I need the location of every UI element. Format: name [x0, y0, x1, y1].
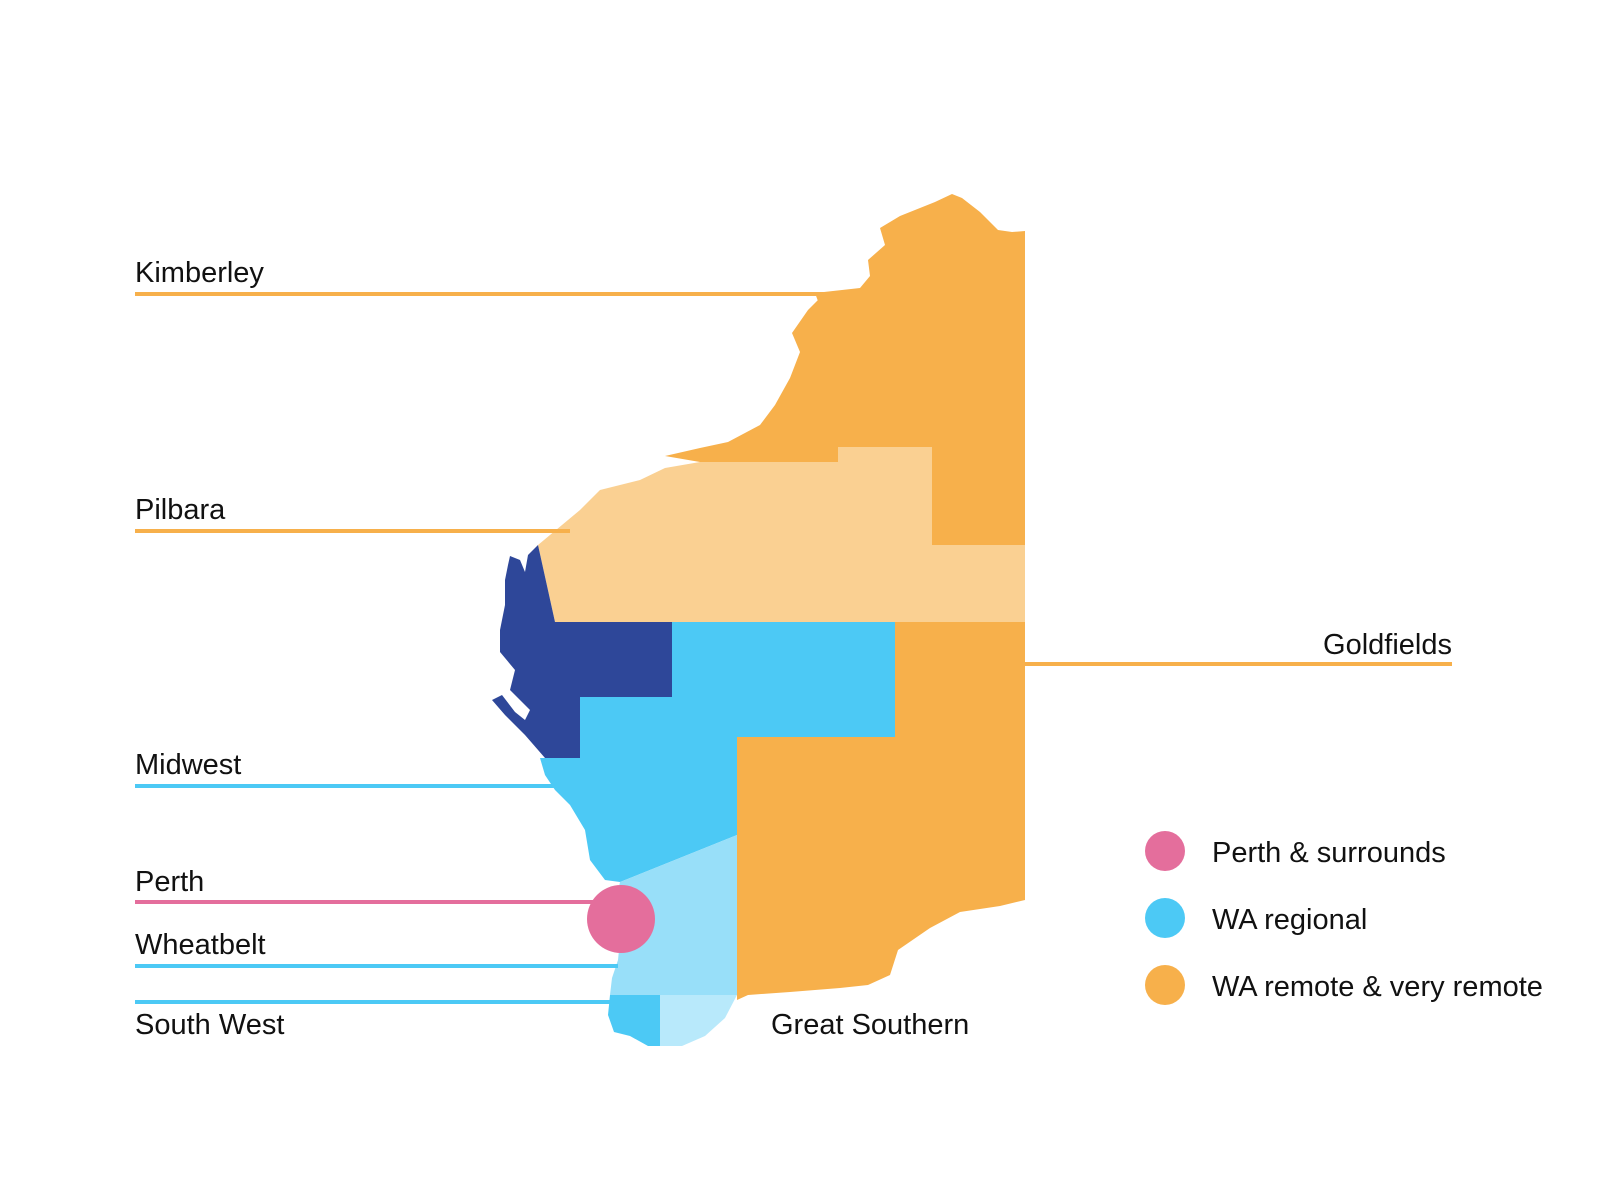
region-wheatbelt[interactable] [610, 835, 737, 995]
region-south-west[interactable] [608, 995, 660, 1046]
region-kimberley[interactable] [665, 194, 1025, 545]
label-midwest: Midwest [135, 749, 241, 781]
perth-marker[interactable] [587, 885, 655, 953]
legend-item-perth: Perth & surrounds [1145, 831, 1446, 871]
region-gascoyne[interactable] [492, 545, 672, 758]
label-perth: Perth [135, 866, 204, 898]
label-great-southern: Great Southern [771, 1009, 969, 1041]
label-south-west: South West [135, 1009, 284, 1041]
legend-swatch-perth [1145, 831, 1185, 871]
legend-swatch-remote [1145, 965, 1185, 1005]
legend: Perth & surrounds WA regional WA remote … [1145, 831, 1543, 1005]
legend-label-perth: Perth & surrounds [1212, 837, 1446, 869]
region-midwest[interactable] [540, 622, 895, 882]
legend-swatch-regional [1145, 898, 1185, 938]
legend-item-remote: WA remote & very remote [1145, 965, 1543, 1005]
label-pilbara: Pilbara [135, 494, 226, 526]
region-pilbara[interactable] [538, 447, 1025, 622]
leader-lines [135, 292, 1452, 1004]
legend-item-regional: WA regional [1145, 898, 1367, 938]
label-kimberley: Kimberley [135, 257, 264, 289]
region-great-southern[interactable] [660, 995, 737, 1046]
legend-label-regional: WA regional [1212, 904, 1367, 936]
region-goldfields[interactable] [737, 622, 1025, 1000]
label-wheatbelt: Wheatbelt [135, 929, 266, 961]
map-shapes [492, 194, 1025, 1046]
label-goldfields: Goldfields [1323, 629, 1452, 661]
region-labels: Kimberley Pilbara Goldfields Midwest Per… [135, 257, 1452, 1041]
legend-label-remote: WA remote & very remote [1212, 971, 1543, 1003]
